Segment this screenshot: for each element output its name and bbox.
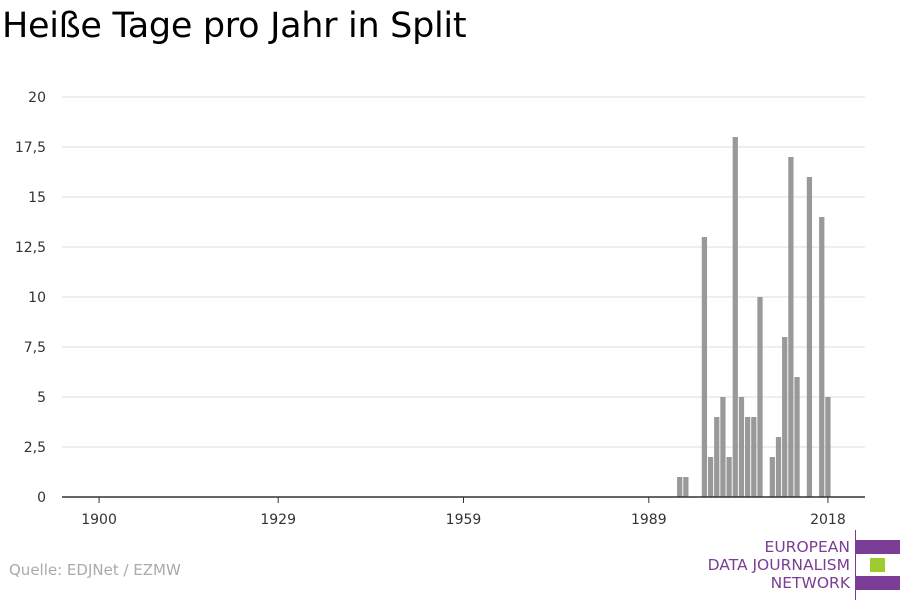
source-note: Quelle: EDJNet / EZMW [9,561,181,579]
bar-2000 [714,417,720,497]
logo-line-3: NETWORK [770,574,850,592]
bar-2005 [745,417,751,497]
y-tick-label: 0 [37,490,46,506]
bar-2001 [720,397,726,497]
logo-bar-green [870,558,885,572]
bar-1999 [707,457,714,497]
bar-2002 [726,457,732,497]
bar-2011 [782,337,788,497]
logo-bar-purple-bottom [856,576,900,590]
bar-2018 [825,397,831,497]
bar-2015 [806,177,813,497]
bar-2017 [819,217,825,497]
bar-2010 [775,437,782,497]
y-tick-label: 17,5 [15,140,46,156]
logo-line-2: DATA JOURNALISM [707,556,850,574]
grid-lines [62,96,865,448]
bar-1995 [683,477,689,497]
y-tick-label: 20 [28,90,46,106]
bar-2009 [769,457,775,497]
y-tick-label: 7,5 [24,340,46,356]
bar-2013 [794,377,800,497]
axes: 0 2,5 5 7,5 10 12,5 15 17,5 20 1900 1929 1959 1989 20… [15,90,865,528]
x-tick-label: 2018 [810,512,846,528]
y-tick-label: 15 [28,190,46,206]
x-tick-label: 1989 [631,512,667,528]
bar-2012 [788,157,794,497]
x-tick-label: 1959 [446,512,482,528]
bar-2004 [738,397,745,497]
bars [677,137,831,497]
y-tick-label: 12,5 [15,240,46,256]
y-tick-label: 5 [37,390,46,406]
logo-bar-purple-top [856,540,900,554]
y-tick-label: 2,5 [24,440,46,456]
bar-2007 [757,297,763,497]
bar-2003 [732,137,738,497]
logo-line-1: EUROPEAN [764,538,850,556]
bar-2006 [751,417,757,497]
edjnet-logo: EUROPEAN DATA JOURNALISM NETWORK [700,530,900,600]
chart-title: Heiße Tage pro Jahr in Split [2,6,467,46]
x-tick-label: 1900 [81,512,117,528]
bar-1998 [701,237,708,497]
y-tick-label: 10 [28,290,46,306]
logo-divider [855,530,856,600]
bar-1994 [677,477,683,497]
x-tick-label: 1929 [260,512,296,528]
